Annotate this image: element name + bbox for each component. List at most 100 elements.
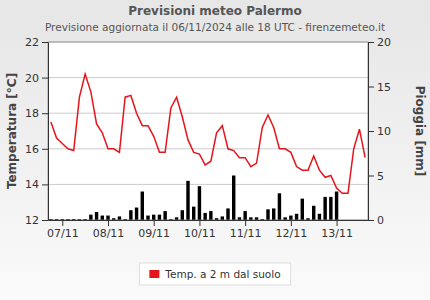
tick-label: 22 — [25, 36, 39, 49]
tick: 10/11 — [184, 220, 216, 240]
tick: 13/11 — [321, 220, 353, 240]
legend-box — [139, 263, 290, 285]
tick-label: 14 — [25, 178, 39, 191]
tick: 09/11 — [138, 220, 170, 240]
grid-line — [48, 148, 368, 149]
marks — [49, 74, 365, 220]
tick-mark — [42, 78, 48, 79]
legend-swatch — [149, 270, 159, 278]
tick-mark — [291, 220, 292, 226]
bar — [101, 216, 104, 220]
tick-mark — [42, 184, 48, 185]
bar — [335, 192, 338, 220]
bar — [146, 216, 149, 220]
bar — [295, 214, 298, 220]
grid-line — [48, 184, 368, 185]
tick-mark — [368, 176, 374, 177]
legend-item: Temp. a 2 m dal suolo — [149, 268, 280, 280]
bar — [198, 186, 201, 220]
tick-label: 12 — [25, 214, 39, 227]
bar — [226, 208, 229, 220]
tick-mark — [62, 220, 63, 226]
tick-mark — [108, 220, 109, 226]
tick: 0 — [368, 214, 384, 227]
tick: 22 — [25, 36, 48, 49]
bar — [106, 216, 109, 220]
bar — [152, 215, 155, 220]
bar — [266, 209, 269, 220]
grid-line — [48, 113, 368, 114]
tick: 18 — [25, 107, 48, 120]
tick-label: 16 — [25, 143, 39, 156]
tick-mark — [337, 220, 338, 226]
tick: 10 — [368, 125, 391, 138]
axis-line — [48, 43, 49, 221]
bar — [141, 192, 144, 220]
bar — [232, 176, 235, 221]
bar — [221, 216, 224, 220]
tick-mark — [199, 220, 200, 226]
bar — [312, 206, 315, 220]
bar — [323, 197, 326, 220]
tick-mark — [368, 42, 374, 43]
tick-mark — [42, 220, 48, 221]
y2-axis-title: Pioggia [mm] — [413, 86, 427, 177]
bar — [135, 208, 138, 220]
plot-frame — [48, 42, 368, 220]
bar — [163, 211, 166, 220]
tick-mark — [245, 220, 246, 226]
tick: 5 — [368, 170, 384, 183]
tick-label: 13/11 — [321, 227, 353, 240]
tick-label: 07/11 — [47, 227, 79, 240]
bar — [243, 211, 246, 220]
tick: 12/11 — [276, 220, 308, 240]
tick-label: 12/11 — [276, 227, 308, 240]
y-axis: 12 14 16 18 20 22 — [25, 36, 49, 227]
tick: 20 — [368, 36, 391, 49]
bar — [255, 217, 258, 220]
bar — [209, 211, 212, 220]
temperature-line — [51, 74, 365, 193]
bar — [283, 217, 286, 220]
tick-label: 20 — [377, 36, 391, 49]
bar — [272, 208, 275, 220]
bar — [129, 210, 132, 220]
axis-line — [49, 220, 369, 221]
y-axis-title: Temperatura [°C] — [5, 73, 19, 189]
bar — [278, 193, 281, 220]
tick: 14 — [25, 178, 48, 191]
bar — [318, 214, 321, 220]
tick-mark — [42, 149, 48, 150]
bar — [192, 207, 195, 220]
tick-label: 10 — [377, 125, 391, 138]
tick-label: 09/11 — [138, 227, 170, 240]
bar — [249, 217, 252, 220]
background — [0, 0, 430, 300]
plot: 1214161820220510152007/1108/1109/1110/11… — [25, 36, 391, 240]
x-axis: 07/11 08/11 09/11 10/11 11/11 12/11 13/11 — [47, 220, 369, 240]
tick: 08/11 — [93, 220, 125, 240]
tick-label: 20 — [25, 72, 39, 85]
tick-mark — [42, 42, 48, 43]
bar — [95, 212, 98, 220]
bar — [289, 216, 292, 220]
bar — [301, 199, 304, 220]
tick-label: 08/11 — [93, 227, 125, 240]
tick-mark — [368, 220, 374, 221]
tick-mark — [368, 131, 374, 132]
tick: 20 — [25, 72, 48, 85]
subtitle: Previsione aggiornata il 06/11/2024 alle… — [45, 21, 385, 33]
tick-mark — [154, 220, 155, 226]
bar — [186, 181, 189, 220]
tick: 12 — [25, 214, 48, 227]
bar — [118, 216, 121, 220]
tick-label: 18 — [25, 107, 39, 120]
tick-label: 11/11 — [230, 227, 262, 240]
tick: 16 — [25, 143, 48, 156]
bar — [203, 213, 206, 220]
title: Previsioni meteo Palermo — [128, 4, 302, 18]
tick-label: 5 — [377, 170, 384, 183]
bar — [238, 217, 241, 220]
bar — [329, 197, 332, 220]
legend: Temp. a 2 m dal suolo — [139, 263, 290, 285]
